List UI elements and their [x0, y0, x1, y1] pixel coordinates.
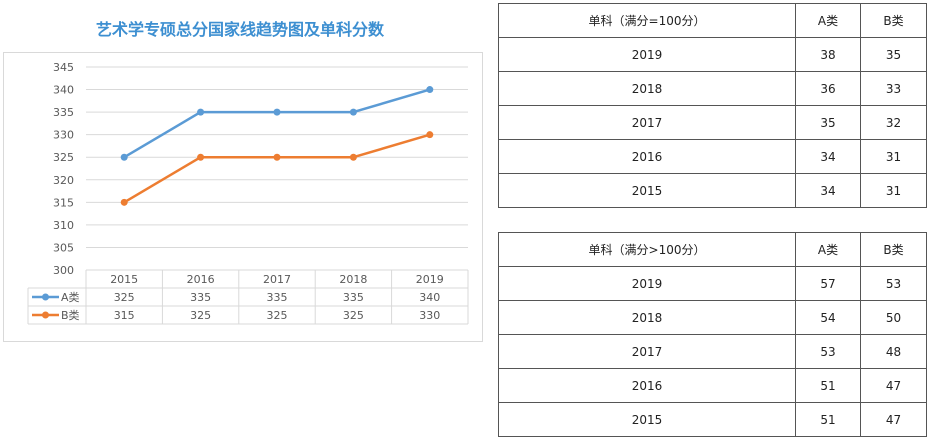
a-cell: 34 — [795, 173, 861, 208]
header-cell: B类 — [860, 3, 927, 38]
data-point — [426, 86, 434, 94]
b-cell: 33 — [860, 71, 927, 106]
y-tick-label: 320 — [53, 174, 74, 187]
data-point — [120, 198, 128, 206]
y-tick-label: 315 — [53, 196, 74, 209]
a-cell: 51 — [795, 368, 861, 403]
year-cell: 2017 — [498, 334, 796, 369]
a-cell: 54 — [795, 300, 861, 335]
line-chart: 300 305 310 315 320 325 330 335 340 345 2015 2016 20… — [3, 52, 483, 342]
year-cell: 2018 — [498, 300, 796, 335]
year-cell: 2016 — [498, 139, 796, 174]
y-tick-label: 305 — [53, 241, 74, 254]
year-cell: 2019 — [498, 266, 796, 301]
x-tick-label: 2015 — [110, 273, 138, 286]
data-point — [197, 108, 205, 116]
header-cell: 单科（满分=100分） — [498, 3, 796, 38]
data-point — [349, 153, 357, 161]
data-point — [349, 108, 357, 116]
y-tick-label: 300 — [53, 264, 74, 277]
table-row: 2019 38 35 — [498, 37, 927, 72]
b-cell: 53 — [860, 266, 927, 301]
y-tick-label: 335 — [53, 106, 74, 119]
b-cell: 35 — [860, 37, 927, 72]
table-row: 2018 54 50 — [498, 300, 927, 335]
data-table-value: 325 — [343, 309, 364, 322]
data-table-value: 325 — [267, 309, 288, 322]
data-table-value: 335 — [343, 291, 364, 304]
b-cell: 32 — [860, 105, 927, 140]
table-header-row: 单科（满分>100分） A类 B类 — [498, 232, 927, 267]
x-tick-label: 2018 — [339, 273, 367, 286]
data-point — [426, 131, 434, 139]
chart-svg: 300 305 310 315 320 325 330 335 340 345 2015 2016 20… — [27, 61, 469, 325]
legend-key-marker — [42, 293, 49, 301]
a-cell: 34 — [795, 139, 861, 174]
a-cell: 51 — [795, 402, 861, 437]
single-subject-table-over-100: 单科（满分>100分） A类 B类 2019 57 53 2018 54 50 … — [498, 232, 927, 437]
b-cell: 48 — [860, 334, 927, 369]
b-cell: 50 — [860, 300, 927, 335]
data-table-value: 335 — [190, 291, 211, 304]
table-row: 2018 36 33 — [498, 71, 927, 106]
header-cell: A类 — [795, 3, 861, 38]
a-cell: 35 — [795, 105, 861, 140]
table-row: 2015 51 47 — [498, 402, 927, 437]
y-tick-label: 345 — [53, 61, 74, 74]
year-cell: 2019 — [498, 37, 796, 72]
data-table-value: 325 — [114, 291, 135, 304]
data-table-value: 335 — [267, 291, 288, 304]
legend-key-marker — [42, 311, 49, 319]
data-point — [273, 153, 281, 161]
year-cell: 2015 — [498, 402, 796, 437]
year-cell: 2017 — [498, 105, 796, 140]
y-tick-label: 340 — [53, 84, 74, 97]
year-cell: 2018 — [498, 71, 796, 106]
data-point — [120, 153, 128, 161]
table-header-row: 单科（满分=100分） A类 B类 — [498, 3, 927, 38]
y-tick-label: 325 — [53, 151, 74, 164]
legend-label: A类 — [61, 290, 80, 304]
a-cell: 36 — [795, 71, 861, 106]
series-line — [123, 133, 431, 204]
data-table-value: 325 — [190, 309, 211, 322]
chart-title: 艺术学专硕总分国家线趋势图及单科分数 — [95, 20, 384, 39]
data-table-value: 315 — [114, 309, 135, 322]
y-tick-label: 310 — [53, 219, 74, 232]
a-cell: 38 — [795, 37, 861, 72]
single-subject-table-100: 单科（满分=100分） A类 B类 2019 38 35 2018 36 33 … — [498, 3, 927, 208]
header-cell: B类 — [860, 232, 927, 267]
x-tick-label: 2017 — [263, 273, 291, 286]
b-cell: 47 — [860, 402, 927, 437]
data-table-value: 330 — [419, 309, 440, 322]
header-cell: A类 — [795, 232, 861, 267]
data-table-value: 340 — [419, 291, 440, 304]
data-point — [273, 108, 281, 116]
data-point — [197, 153, 205, 161]
year-cell: 2016 — [498, 368, 796, 403]
x-tick-label: 2019 — [416, 273, 444, 286]
x-tick-label: 2016 — [187, 273, 215, 286]
b-cell: 31 — [860, 139, 927, 174]
legend-label: B类 — [61, 308, 80, 322]
table-row: 2017 35 32 — [498, 105, 927, 140]
table-row: 2016 34 31 — [498, 139, 927, 174]
header-cell: 单科（满分>100分） — [498, 232, 796, 267]
y-tick-label: 330 — [53, 129, 74, 142]
b-cell: 31 — [860, 173, 927, 208]
b-cell: 47 — [860, 368, 927, 403]
table-row: 2019 57 53 — [498, 266, 927, 301]
table-row: 2015 34 31 — [498, 173, 927, 208]
year-cell: 2015 — [498, 173, 796, 208]
a-cell: 57 — [795, 266, 861, 301]
table-row: 2016 51 47 — [498, 368, 927, 403]
a-cell: 53 — [795, 334, 861, 369]
table-row: 2017 53 48 — [498, 334, 927, 369]
